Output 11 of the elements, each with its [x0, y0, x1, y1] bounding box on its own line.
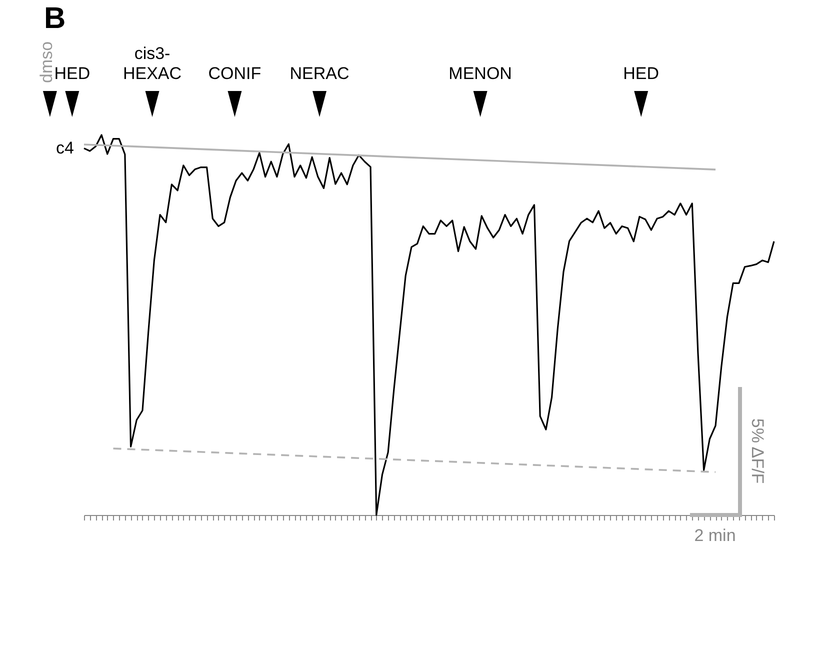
series-label: c4: [56, 138, 74, 158]
text: cis3- HEXAC: [122, 44, 182, 83]
text: HED: [54, 64, 90, 83]
text: CONIF: [208, 64, 262, 83]
text: 2 min: [694, 526, 736, 545]
annotation: 5% ΔF/F: [748, 418, 767, 484]
chart-title: B: [44, 2, 66, 36]
text: NERAC: [290, 64, 350, 83]
text: MENON: [448, 64, 512, 83]
text: dmso: [36, 41, 56, 83]
text: HED: [623, 64, 660, 83]
